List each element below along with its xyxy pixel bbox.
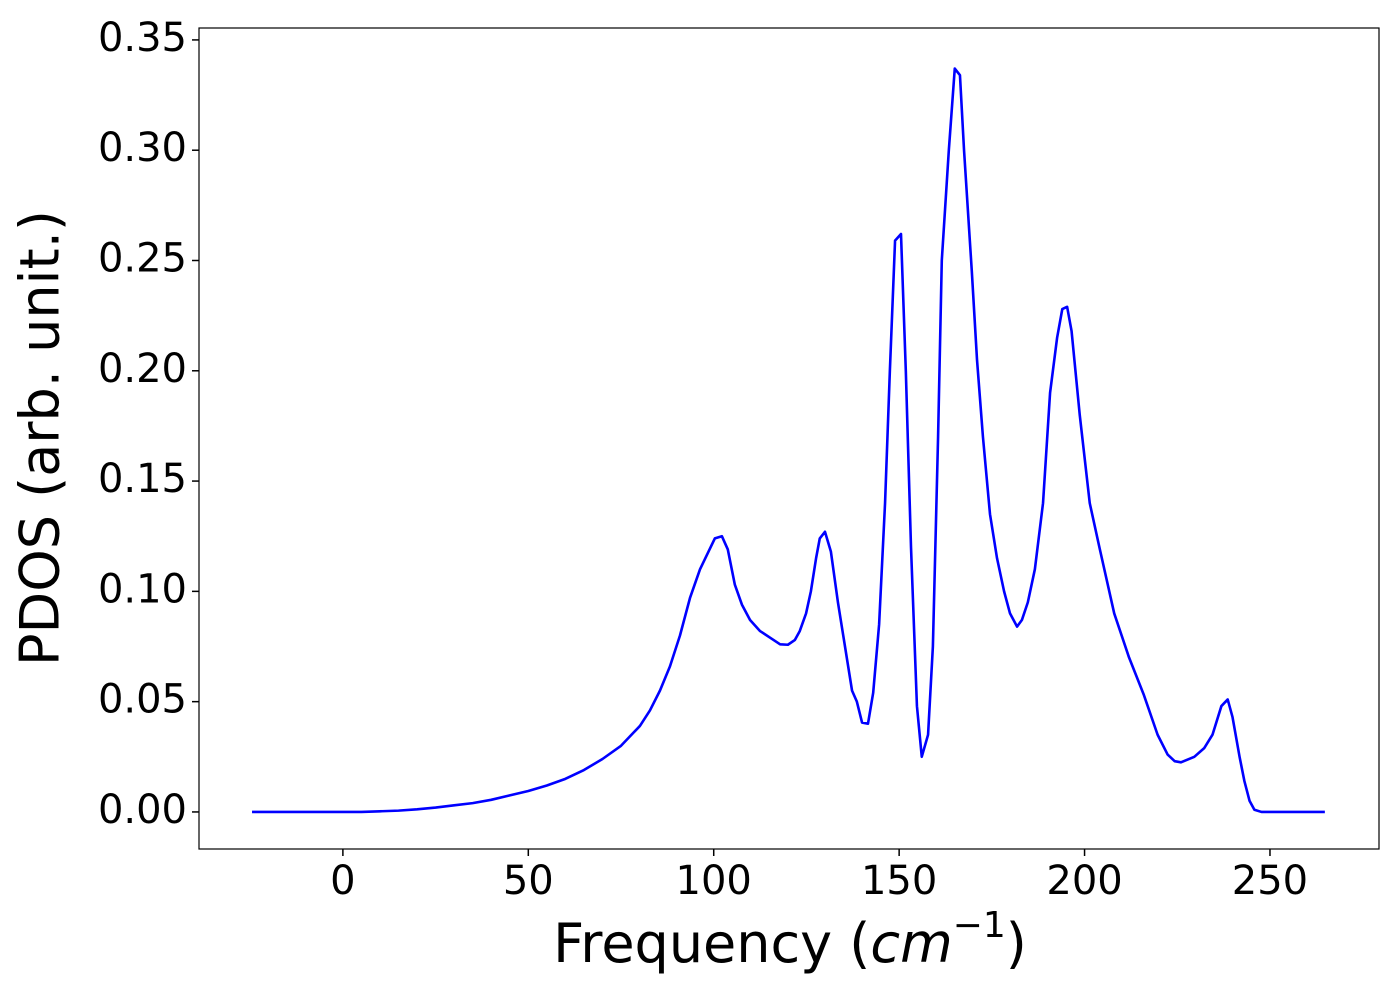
- y-tick-label: 0.15: [98, 456, 187, 502]
- x-tick-label: 150: [861, 858, 937, 904]
- y-tick-label: 0.00: [98, 787, 187, 833]
- x-tick-label: 50: [503, 858, 554, 904]
- x-tick-label: 0: [330, 858, 355, 904]
- y-tick-label: 0.10: [98, 566, 187, 612]
- y-tick-label: 0.20: [98, 346, 187, 392]
- y-tick-label: 0.25: [98, 235, 187, 281]
- data-line: [252, 67, 1325, 814]
- x-label-math: cm: [870, 912, 952, 975]
- plot-frame: [198, 27, 1380, 850]
- x-tick-label: 250: [1232, 858, 1308, 904]
- x-label-text: Frequency (: [553, 912, 870, 975]
- y-axis-label: PDOS (arb. unit.): [9, 210, 72, 666]
- y-tick-label: 0.35: [98, 15, 187, 61]
- y-tick-label: 0.30: [98, 125, 187, 171]
- x-label-close: ): [1006, 912, 1027, 975]
- x-tick-label: 200: [1046, 858, 1122, 904]
- x-axis-label: Frequency (cm−1): [553, 905, 1027, 975]
- y-tick-label: 0.05: [98, 677, 187, 723]
- x-tick-label: 100: [676, 858, 752, 904]
- x-label-sup: −1: [953, 905, 1006, 946]
